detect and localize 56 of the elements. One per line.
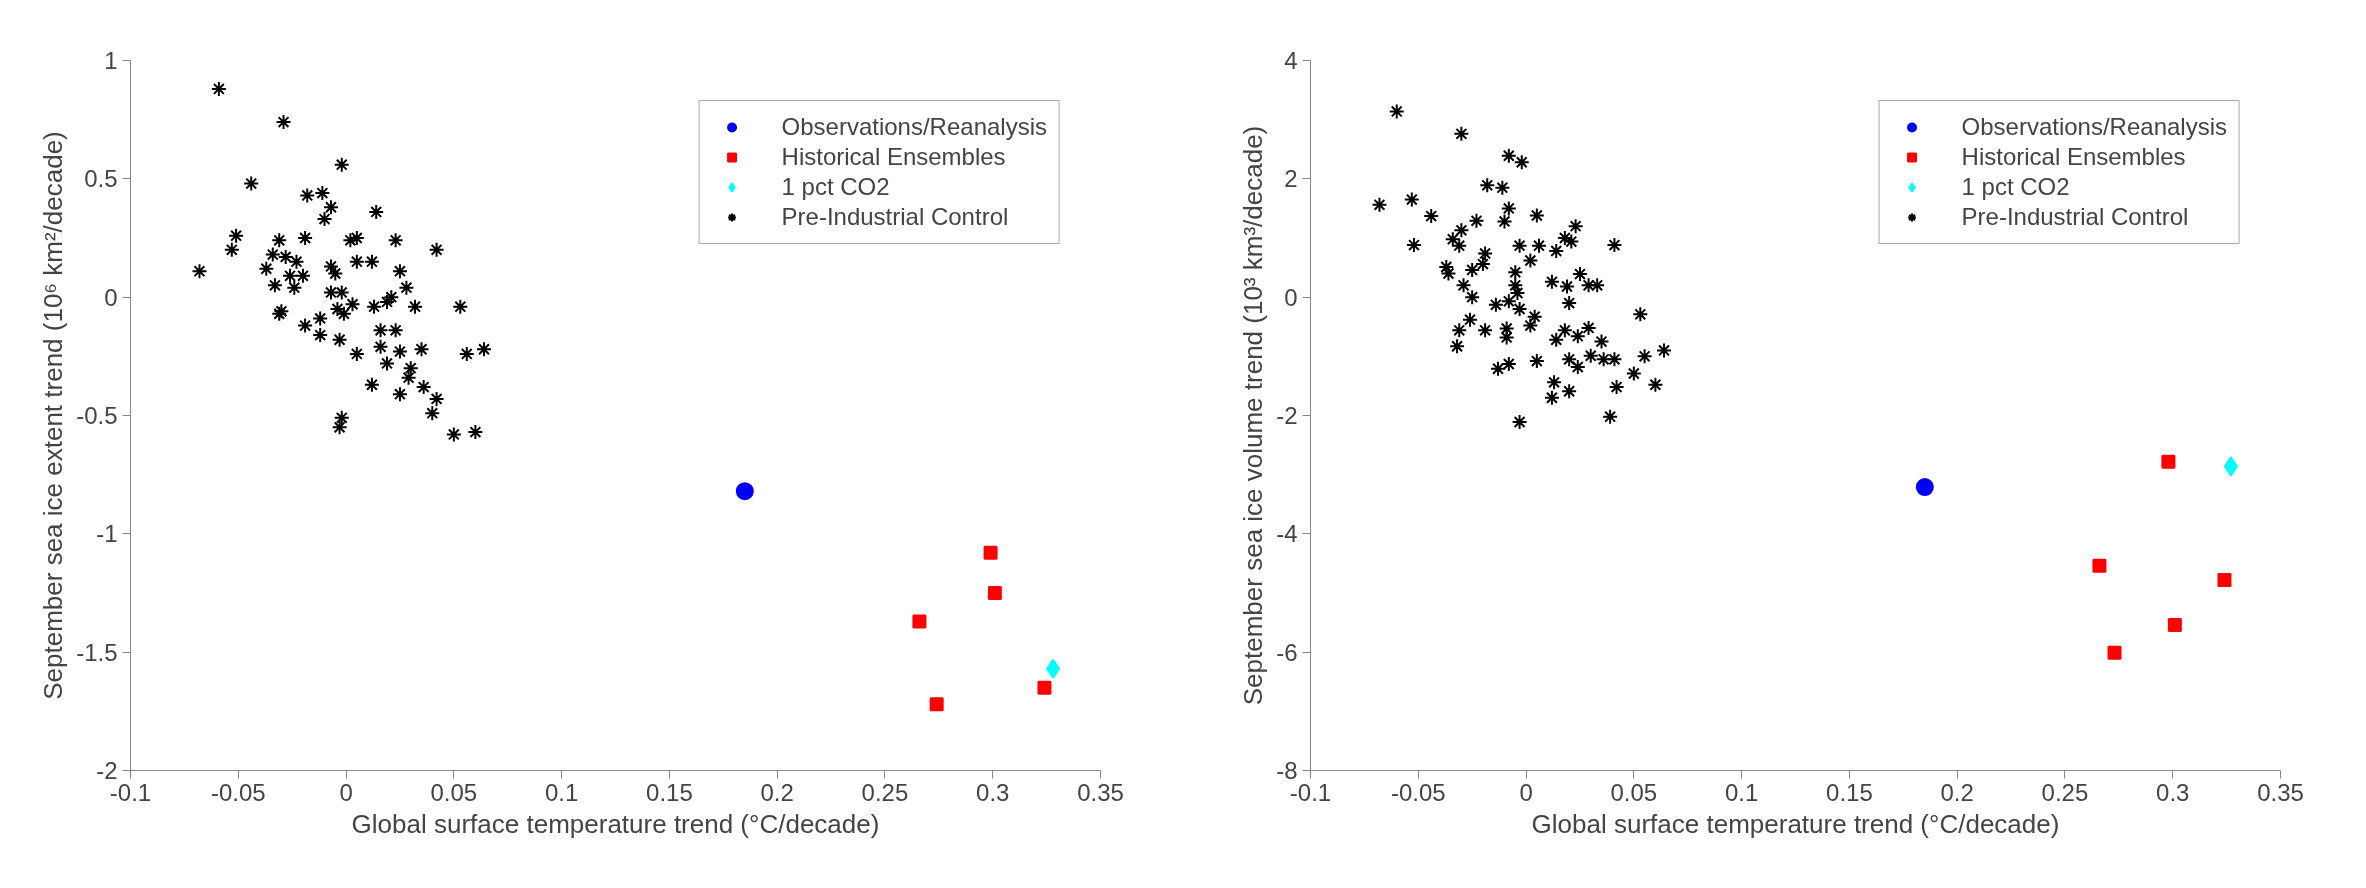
y-tick-label: 4 bbox=[1284, 47, 1298, 74]
legend-label: 1 pct CO2 bbox=[781, 173, 890, 201]
x-tick-label: 0.15 bbox=[646, 778, 693, 806]
x-tick-label: -0.05 bbox=[1390, 778, 1446, 806]
point bbox=[929, 697, 944, 712]
x-axis-title: Global surface temperature trend (°C/decade) bbox=[351, 808, 880, 839]
x-tick-label: 0.05 bbox=[430, 778, 478, 806]
y-axis-title: September sea ice extent trend (10⁶ km²/decade) bbox=[38, 131, 69, 700]
point bbox=[2167, 617, 2182, 632]
point bbox=[2092, 558, 2107, 573]
x-tick-label: 0.1 bbox=[544, 778, 579, 806]
point bbox=[983, 545, 998, 560]
x-tick-label: 0.35 bbox=[1077, 778, 1124, 806]
x-tick-label: 0.1 bbox=[1724, 778, 1759, 806]
legend-label: 1 pct CO2 bbox=[1961, 173, 2070, 201]
y-tick-label: -2 bbox=[1276, 402, 1298, 429]
point bbox=[2161, 454, 2176, 469]
y-tick-label: 0 bbox=[1284, 283, 1298, 311]
y-tick-label: 2 bbox=[1284, 165, 1298, 193]
x-tick-label: 0.15 bbox=[1826, 778, 1873, 806]
x-tick-label: 0 bbox=[1519, 778, 1533, 806]
x-tick-label: 0.25 bbox=[861, 778, 909, 806]
x-tick-label: 0.3 bbox=[2156, 778, 2190, 806]
legend-label: Historical Ensembles bbox=[781, 143, 1006, 171]
x-tick-label: 0.3 bbox=[976, 778, 1010, 806]
legend-label: Observations/Reanalysis bbox=[1961, 113, 2227, 141]
point bbox=[912, 614, 927, 629]
y-tick-label: -4 bbox=[1276, 520, 1298, 548]
x-tick-label: 0.2 bbox=[760, 778, 794, 806]
point bbox=[1046, 658, 1061, 679]
x-axis-title: Global surface temperature trend (°C/decade) bbox=[1531, 808, 2060, 839]
y-tick-label: -1.5 bbox=[76, 638, 118, 666]
y-tick-label: 0.5 bbox=[84, 165, 118, 193]
legend-label: Observations/Reanalysis bbox=[781, 113, 1047, 141]
y-tick-label: -1 bbox=[96, 520, 118, 548]
x-tick-label: 0.25 bbox=[2041, 778, 2089, 806]
point bbox=[2107, 645, 2122, 660]
x-tick-label: -0.05 bbox=[210, 778, 266, 806]
point bbox=[1037, 680, 1052, 695]
y-tick-label: -6 bbox=[1276, 638, 1298, 666]
legend-label: Historical Ensembles bbox=[1961, 143, 2186, 171]
y-tick-label: 0 bbox=[104, 283, 118, 311]
y-tick-label: 1 bbox=[104, 47, 118, 74]
y-axis-title: September sea ice volume trend (10³ km³/decade) bbox=[1238, 125, 1269, 706]
x-tick-label: 0.35 bbox=[2257, 778, 2304, 806]
x-tick-label: 0.2 bbox=[1940, 778, 1974, 806]
y-tick-label: -0.5 bbox=[76, 402, 118, 429]
x-tick-label: 0 bbox=[339, 778, 353, 806]
point bbox=[2217, 572, 2232, 587]
point bbox=[987, 586, 1002, 600]
point bbox=[1915, 478, 1934, 497]
legend-label: Pre-Industrial Control bbox=[781, 203, 1009, 231]
legend-label: Pre-Industrial Control bbox=[1961, 203, 2189, 231]
x-tick-label: 0.05 bbox=[1610, 778, 1658, 806]
point bbox=[735, 482, 754, 501]
point bbox=[2223, 456, 2238, 477]
